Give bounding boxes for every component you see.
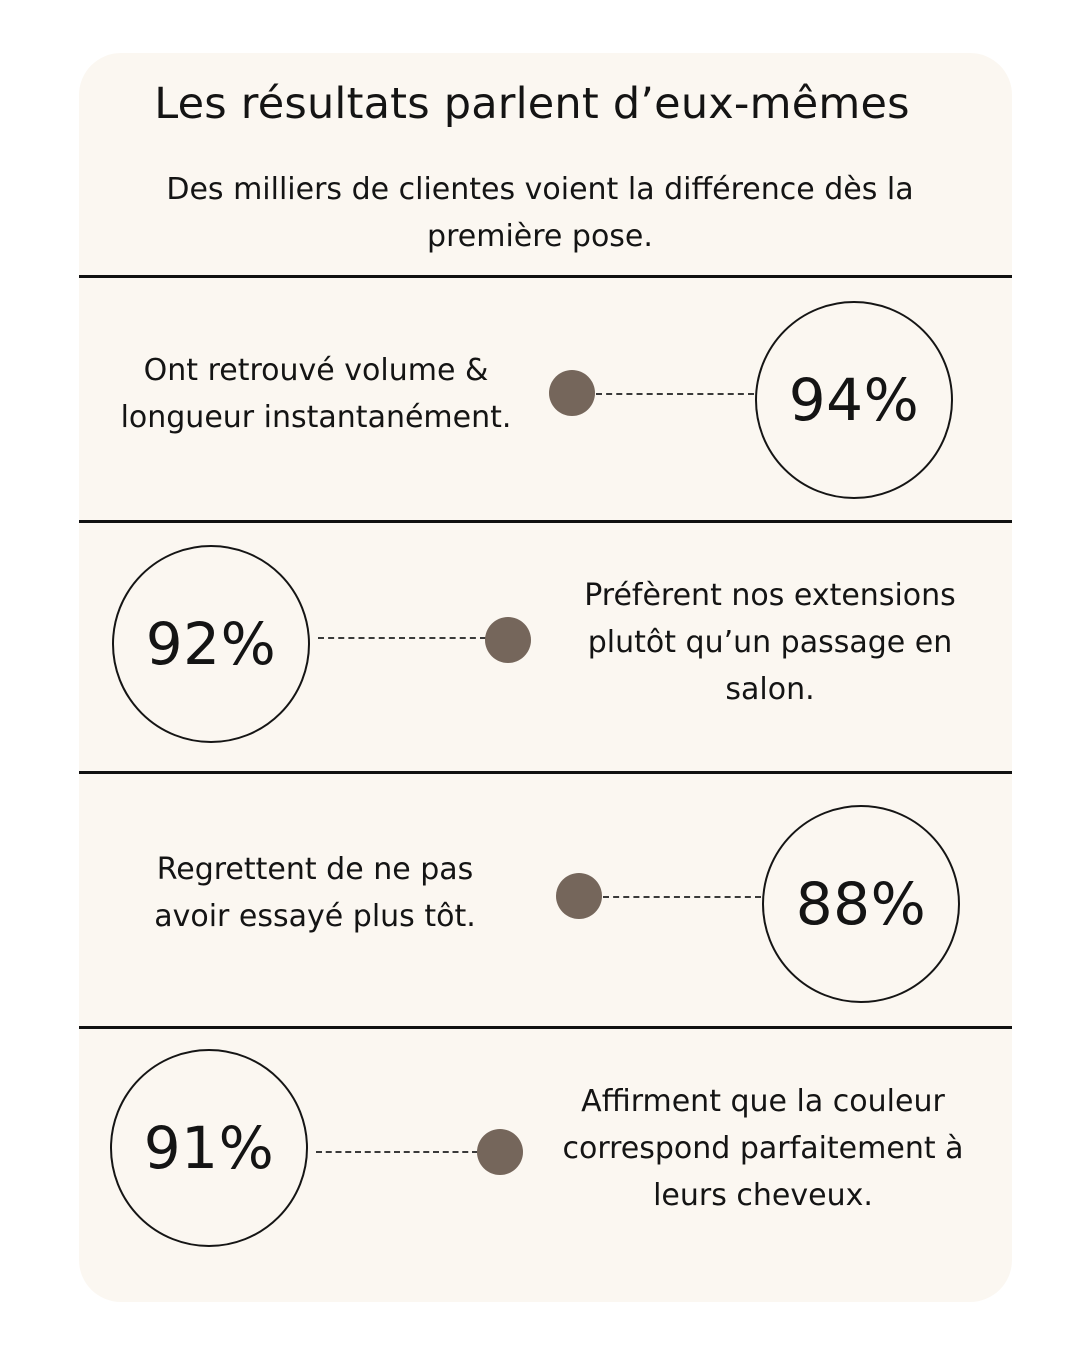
- divider-3: [79, 771, 1012, 774]
- stat-1-value: 94%: [788, 366, 920, 434]
- stat-2-dot: [485, 617, 531, 663]
- stat-3-circle: 88%: [762, 805, 960, 1003]
- stat-4-circle: 91%: [110, 1049, 308, 1247]
- divider-4: [79, 1026, 1012, 1029]
- stat-1-dot: [549, 370, 595, 416]
- stat-1-connector: [596, 393, 754, 395]
- page-subtitle: Des milliers de clientes voient la diffé…: [166, 172, 914, 254]
- stat-3-text: Regrettent de ne pas avoir essayé plus t…: [154, 852, 476, 934]
- stat-2-connector: [318, 637, 486, 639]
- stat-3-value: 88%: [795, 870, 927, 938]
- stat-3-dot: [556, 873, 602, 919]
- stat-4-value: 91%: [143, 1114, 275, 1182]
- stat-4-text: Affirment que la couleur correspond parf…: [562, 1084, 964, 1213]
- page-title: Les résultats parlent d’eux-mêmes: [154, 79, 910, 129]
- stat-2-text: Préfèrent nos extensions plutôt qu’un pa…: [584, 578, 956, 707]
- stat-1-circle: 94%: [755, 301, 953, 499]
- stat-2-circle: 92%: [112, 545, 310, 743]
- stat-3-connector: [603, 896, 761, 898]
- stat-4-connector: [316, 1151, 478, 1153]
- divider-1: [79, 275, 1012, 278]
- stat-2-value: 92%: [145, 610, 277, 678]
- divider-2: [79, 520, 1012, 523]
- stat-1-text: Ont retrouvé volume & longueur instantan…: [120, 353, 512, 435]
- stat-4-dot: [477, 1129, 523, 1175]
